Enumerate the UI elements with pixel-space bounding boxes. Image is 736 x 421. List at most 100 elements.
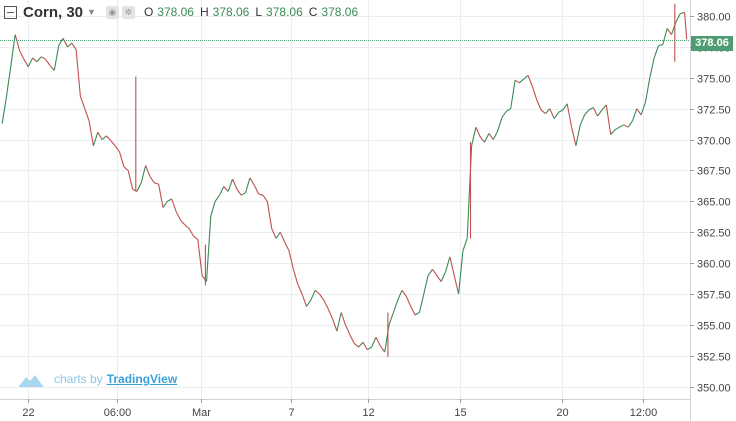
price-segment [84,108,90,122]
price-segment [510,80,516,109]
price-segment [36,56,42,63]
price-segment [432,268,438,276]
price-segment [349,334,355,344]
price-segment [53,45,60,71]
price-segment [149,176,155,184]
collapse-legend-icon[interactable] [4,5,17,19]
price-segment [605,104,612,135]
price-segment [444,256,451,272]
price-tick-label: 367.50 [697,166,731,178]
price-segment [140,165,147,183]
price-segment [245,177,251,193]
price-segment [344,324,351,336]
price-segment [418,293,425,313]
low-value: 378.06 [266,5,303,19]
price-segment [171,198,177,212]
price-segment [462,238,468,251]
price-segment [205,216,212,282]
price-segment [523,74,529,80]
price-segment [136,182,142,192]
price-segment [471,127,477,146]
price-segment [636,108,642,116]
price-tick-label: 372.50 [697,105,731,117]
price-segment [358,341,364,348]
price-segment [114,145,120,153]
price-segment [101,135,107,141]
price-tick-label: 365.00 [697,197,731,209]
price-segment [531,86,538,101]
visibility-eye-icon[interactable]: ◉ [105,5,119,19]
price-segment [258,193,264,196]
price-segment [279,231,286,243]
price-segment [271,228,277,239]
price-segment [193,235,199,241]
price-segment [458,250,464,295]
symbol-title[interactable]: Corn, 30 [23,3,84,21]
high-value: 378.06 [212,5,250,19]
price-segment [627,120,633,128]
price-segment [488,133,494,140]
price-segment [227,178,234,192]
chevron-down-icon[interactable]: ▼ [87,7,96,17]
price-segment [588,107,594,111]
price-tick-label: 360.00 [697,259,731,271]
branding-prefix: charts by [54,372,103,386]
price-segment [484,133,490,143]
time-tick-label: 20 [556,407,568,419]
price-segment [427,268,433,276]
price-segment [214,194,220,202]
price-segment [436,275,442,282]
price-segment [601,104,607,111]
price-segment [579,114,586,126]
price-segment [397,290,403,301]
price-segment [288,250,294,270]
price-segment [106,135,112,142]
price-segment [179,219,186,226]
time-tick-label: Mar [192,407,211,419]
price-segment [610,129,616,135]
settings-gear-icon[interactable]: ✲ [121,5,135,19]
price-segment [536,99,542,111]
price-segment [575,124,581,146]
price-segment [392,300,399,313]
price-segment [88,121,94,146]
low-label: L [255,5,263,19]
price-segment [405,296,412,307]
price-segment [506,108,511,112]
price-segment [631,108,638,122]
price-segment [336,312,342,332]
price-segment [614,126,620,131]
price-segment [492,130,499,140]
price-segment [223,186,229,192]
price-segment [301,293,307,307]
chart-grid [0,0,690,399]
price-segment [97,131,103,140]
tradingview-link[interactable]: TradingView [106,372,178,386]
price-segment [331,318,338,332]
price-segment [514,79,520,84]
price-segment [680,11,685,15]
price-tick-label: 362.50 [697,228,731,240]
price-segment [562,103,568,111]
price-segment [158,183,164,208]
price-segment [519,78,525,84]
last-price-badge: 378.06 [691,36,733,51]
price-segment [388,312,394,326]
price-segment [423,275,429,295]
price-segment [23,59,29,67]
high-label: H [199,5,209,19]
time-axis-ticks: 22 06:00 Mar 7 12 15 20 12:00 [22,399,657,419]
price-segment [640,102,646,116]
time-tick-label: 15 [454,407,466,419]
price-segment [297,283,303,295]
price-segment [592,107,599,117]
time-tick-label: 12 [362,407,374,419]
price-segment [319,293,325,301]
price-segment [584,109,590,116]
price-segment [284,241,290,252]
price-segment [1,96,8,124]
tradingview-branding[interactable]: charts by TradingView [18,371,177,387]
price-segment [558,109,564,113]
price-series [1,3,688,357]
